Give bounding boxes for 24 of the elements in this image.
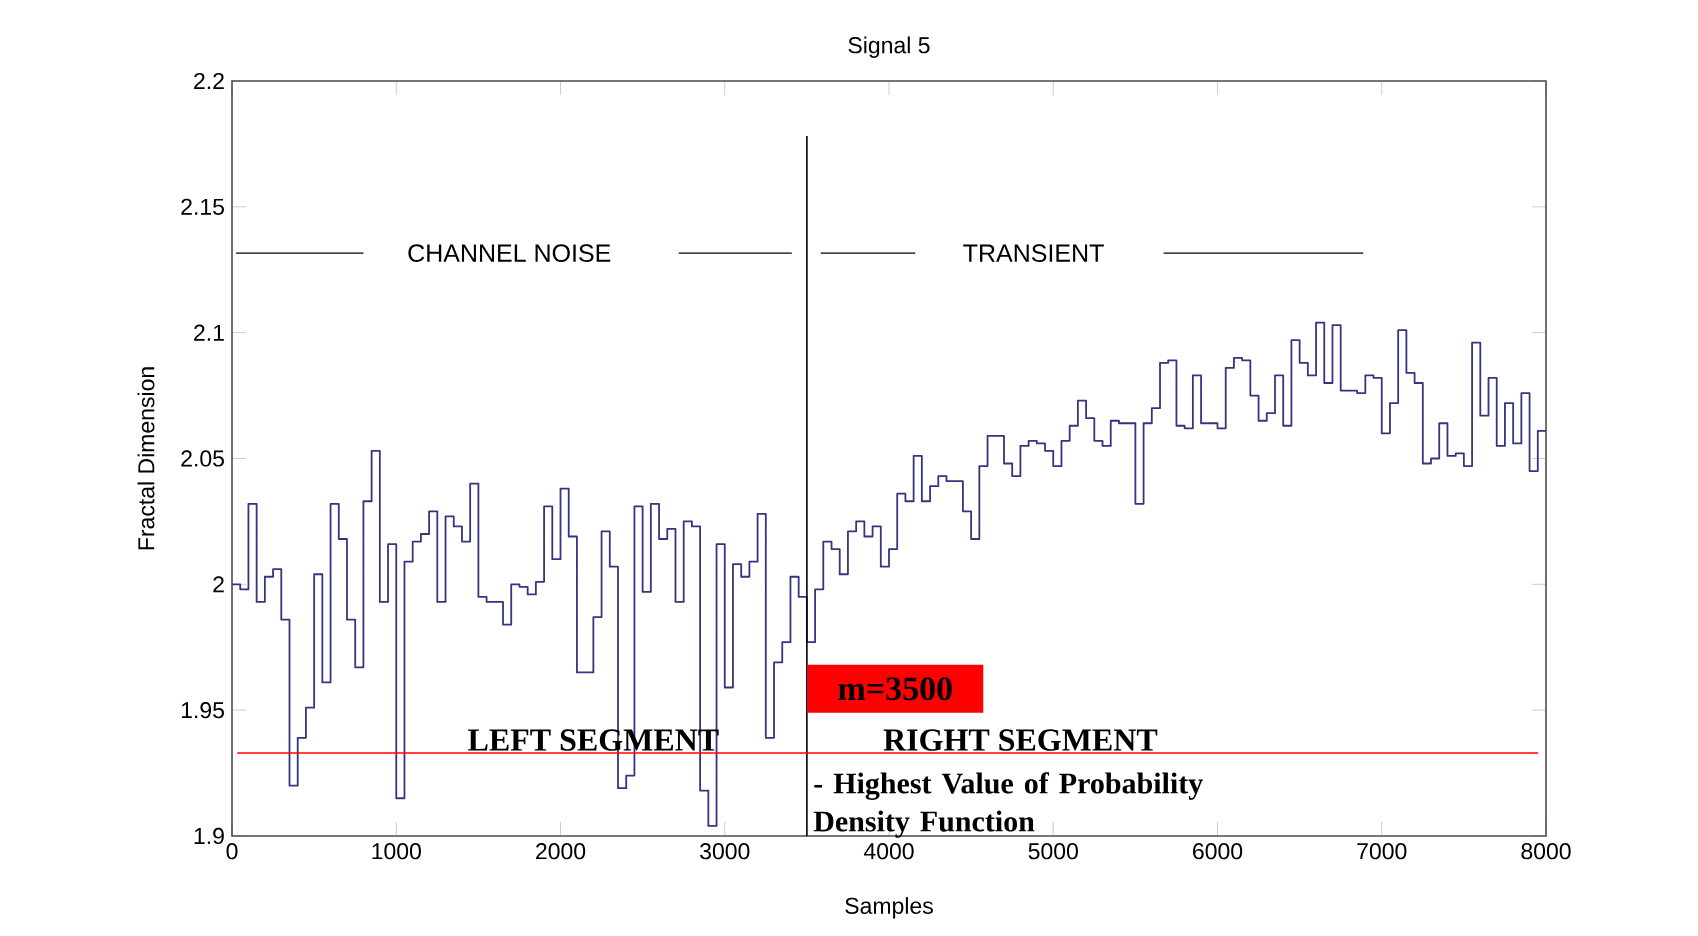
x-tick-label: 8000 <box>1521 843 1571 860</box>
y-tick-label: 2.15 <box>181 198 224 215</box>
y-tick-label: 2.05 <box>181 450 224 467</box>
x-tick-label: 3000 <box>700 843 750 860</box>
ref-line-label: - Highest Value of Probability Density Function <box>813 772 1203 838</box>
annotation: CHANNEL NOISE <box>408 244 611 262</box>
y-axis-title: Fractal Dimension <box>137 367 155 550</box>
y-tick-label: 1.9 <box>194 827 224 845</box>
x-tick-label: 7000 <box>1357 843 1407 860</box>
x-tick-label: 1000 <box>372 843 421 860</box>
x-tick-label: 5000 <box>1028 843 1078 860</box>
x-tick-label: 2000 <box>536 843 586 860</box>
y-tick-label: 2.1 <box>194 324 224 341</box>
x-tick-label: 0 <box>226 843 238 860</box>
y-tick-label: 1.95 <box>181 702 224 719</box>
y-tick-label: 2.2 <box>194 72 224 90</box>
y-tick-label: 2 <box>213 576 224 593</box>
ref-line-label: m=3500 <box>838 677 952 701</box>
x-axis-title: Samples <box>845 897 933 919</box>
x-tick-label: 4000 <box>863 843 914 860</box>
x-tick-label: 6000 <box>1193 843 1243 860</box>
annotation: TRANSIENT <box>963 244 1104 262</box>
annotation: RIGHT SEGMENT <box>883 729 1158 751</box>
chart-title: Signal 5 <box>848 36 930 58</box>
